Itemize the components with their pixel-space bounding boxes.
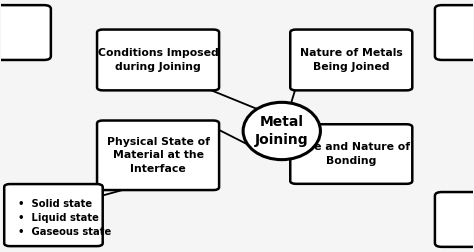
FancyBboxPatch shape (290, 29, 412, 90)
FancyBboxPatch shape (0, 5, 51, 60)
Text: Nature of Metals
Being Joined: Nature of Metals Being Joined (300, 48, 402, 72)
FancyBboxPatch shape (435, 192, 474, 247)
FancyBboxPatch shape (435, 5, 474, 60)
Text: Type and Nature of
Bonding: Type and Nature of Bonding (293, 142, 410, 166)
Text: •  Gaseous state: • Gaseous state (18, 227, 111, 237)
Text: •  Solid state: • Solid state (18, 199, 92, 209)
FancyBboxPatch shape (290, 124, 412, 184)
Text: Metal
Joining: Metal Joining (255, 115, 309, 147)
Text: Conditions Imposed
during Joining: Conditions Imposed during Joining (98, 48, 219, 72)
FancyBboxPatch shape (97, 120, 219, 190)
FancyBboxPatch shape (4, 184, 103, 246)
Text: •  Liquid state: • Liquid state (18, 213, 99, 223)
Ellipse shape (243, 102, 320, 160)
FancyBboxPatch shape (97, 29, 219, 90)
Text: Physical State of
Material at the
Interface: Physical State of Material at the Interf… (107, 137, 210, 174)
